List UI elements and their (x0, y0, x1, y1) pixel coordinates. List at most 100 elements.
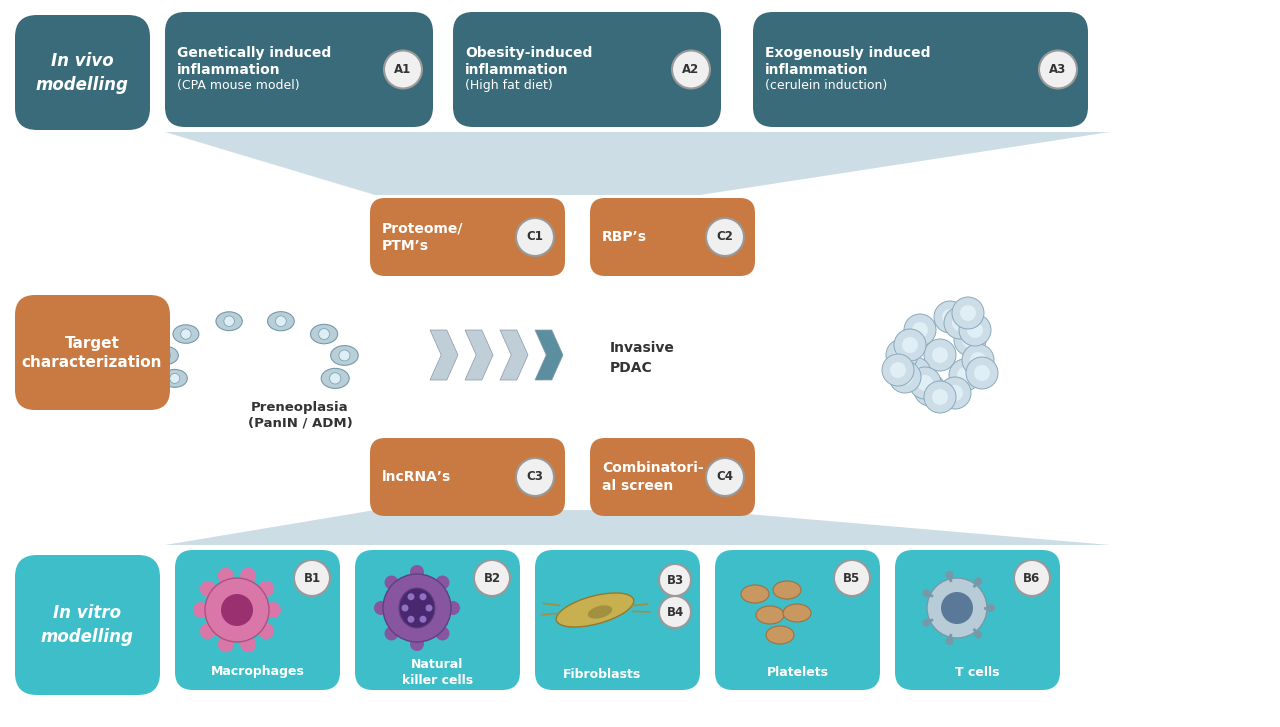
Circle shape (435, 576, 449, 590)
Text: Proteome/: Proteome/ (381, 221, 463, 235)
Text: B5: B5 (844, 571, 860, 585)
Circle shape (932, 389, 948, 405)
Circle shape (911, 322, 928, 338)
Circle shape (275, 316, 287, 326)
Circle shape (946, 571, 954, 579)
Circle shape (893, 329, 925, 361)
Text: PDAC: PDAC (611, 361, 653, 375)
Circle shape (927, 578, 987, 638)
Circle shape (952, 315, 968, 331)
Polygon shape (465, 330, 493, 380)
Ellipse shape (741, 585, 769, 603)
FancyBboxPatch shape (175, 550, 340, 690)
FancyBboxPatch shape (165, 12, 433, 127)
Text: Target
characterization: Target characterization (22, 336, 163, 370)
FancyBboxPatch shape (15, 555, 160, 695)
Circle shape (224, 316, 234, 326)
Circle shape (707, 458, 744, 496)
Ellipse shape (330, 345, 358, 365)
Circle shape (402, 604, 408, 611)
Text: Platelets: Platelets (767, 665, 828, 678)
Circle shape (966, 322, 983, 338)
Text: C4: C4 (717, 470, 733, 483)
FancyBboxPatch shape (716, 550, 881, 690)
Circle shape (180, 329, 191, 340)
Circle shape (899, 357, 931, 389)
Circle shape (942, 309, 957, 325)
Circle shape (948, 359, 980, 391)
Circle shape (932, 347, 948, 363)
Circle shape (265, 602, 282, 618)
Circle shape (410, 565, 424, 579)
Ellipse shape (399, 588, 435, 628)
Circle shape (516, 458, 554, 496)
FancyBboxPatch shape (535, 550, 700, 690)
Circle shape (924, 381, 956, 413)
Circle shape (205, 578, 269, 642)
Text: A3: A3 (1050, 63, 1066, 76)
Circle shape (1039, 50, 1076, 89)
Text: In vivo
modelling: In vivo modelling (36, 52, 128, 94)
Polygon shape (165, 510, 1110, 545)
Circle shape (916, 375, 933, 391)
Circle shape (200, 623, 216, 639)
Circle shape (947, 385, 963, 401)
Circle shape (890, 362, 906, 378)
Circle shape (259, 623, 274, 639)
Ellipse shape (783, 604, 812, 622)
Circle shape (886, 339, 918, 371)
Circle shape (941, 592, 973, 624)
Text: RBPʼs: RBPʼs (602, 230, 646, 244)
Circle shape (384, 576, 398, 590)
Ellipse shape (765, 626, 794, 644)
Circle shape (946, 637, 954, 645)
Circle shape (435, 627, 449, 640)
Circle shape (1014, 560, 1050, 596)
Ellipse shape (756, 606, 783, 624)
FancyBboxPatch shape (355, 550, 520, 690)
Text: B1: B1 (303, 571, 320, 585)
Circle shape (923, 590, 931, 598)
Text: C1: C1 (526, 230, 544, 244)
Circle shape (966, 357, 998, 389)
Polygon shape (165, 132, 1110, 195)
Circle shape (904, 314, 936, 346)
Circle shape (959, 314, 991, 346)
Text: inflammation: inflammation (465, 63, 568, 76)
Circle shape (940, 377, 972, 409)
Text: C3: C3 (526, 470, 544, 483)
Circle shape (923, 619, 931, 627)
Circle shape (445, 601, 460, 615)
Circle shape (963, 332, 978, 348)
Circle shape (954, 324, 986, 356)
Text: T cells: T cells (955, 665, 1000, 678)
Circle shape (963, 344, 995, 376)
Circle shape (329, 373, 340, 384)
Text: Preneoplasia
(PanIN / ADM): Preneoplasia (PanIN / ADM) (247, 401, 352, 430)
Ellipse shape (321, 369, 349, 388)
Text: inflammation: inflammation (765, 63, 869, 76)
Circle shape (193, 602, 209, 618)
Circle shape (160, 350, 170, 361)
Text: Obesity-induced: Obesity-induced (465, 47, 593, 60)
Circle shape (294, 560, 330, 596)
Ellipse shape (311, 324, 338, 344)
Ellipse shape (152, 346, 178, 364)
Circle shape (383, 574, 451, 642)
FancyBboxPatch shape (590, 198, 755, 276)
Circle shape (707, 218, 744, 256)
Circle shape (974, 630, 982, 638)
Circle shape (922, 382, 938, 398)
Circle shape (974, 365, 989, 381)
Text: B2: B2 (484, 571, 500, 585)
Ellipse shape (216, 312, 242, 331)
Polygon shape (430, 330, 458, 380)
Circle shape (835, 560, 870, 596)
Text: lncRNAʼs: lncRNAʼs (381, 470, 452, 484)
Circle shape (410, 637, 424, 651)
Circle shape (908, 365, 923, 381)
FancyBboxPatch shape (370, 198, 564, 276)
Circle shape (974, 577, 982, 585)
Ellipse shape (773, 581, 801, 599)
Ellipse shape (163, 369, 187, 387)
